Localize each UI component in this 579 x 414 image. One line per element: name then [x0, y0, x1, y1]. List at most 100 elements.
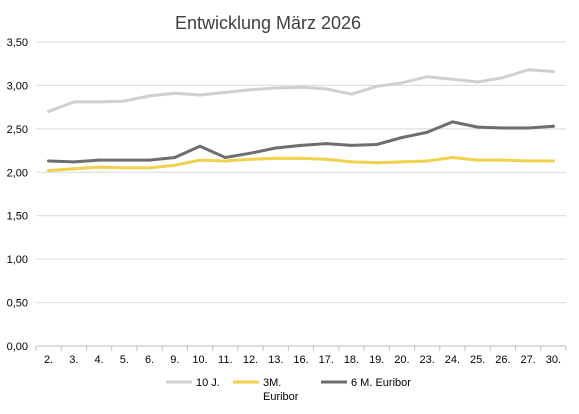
data-point	[526, 126, 530, 130]
y-tick-label: 3,50	[7, 37, 28, 49]
data-point	[375, 84, 379, 88]
y-tick-label: 2,00	[7, 167, 28, 179]
data-point	[551, 70, 555, 73]
y-tick-label: 0,00	[7, 341, 28, 353]
data-point	[450, 77, 454, 81]
x-tick-label: 30.	[546, 354, 561, 366]
data-point	[148, 166, 152, 170]
data-point	[198, 93, 202, 97]
y-tick-label: 0,50	[7, 298, 28, 310]
x-tick-label: 2.	[44, 354, 53, 366]
legend-label: 10 J.	[196, 377, 220, 389]
data-point	[476, 158, 480, 162]
data-point	[476, 125, 480, 129]
data-point	[223, 156, 227, 159]
data-point	[350, 160, 353, 164]
x-tick-label: 18.	[344, 354, 359, 366]
data-point	[299, 143, 303, 147]
x-tick-label: 27.	[520, 354, 535, 366]
data-point	[148, 94, 152, 98]
x-tick-label: 3.	[69, 354, 78, 366]
legend-item: 3M. Euribor	[233, 377, 299, 403]
y-tick-label: 2,50	[7, 124, 28, 136]
legend-label: 3M.	[263, 377, 281, 389]
data-point	[425, 159, 429, 163]
x-tick-label: 16.	[293, 354, 308, 366]
gridlines	[36, 41, 566, 304]
data-point	[526, 159, 530, 163]
x-tick-label: 10.	[192, 354, 207, 366]
x-tick-label: 23.	[420, 354, 435, 366]
data-point	[223, 90, 227, 94]
data-point	[173, 91, 177, 95]
x-tick-label: 5.	[120, 354, 129, 366]
chart-title: Entwicklung März 2026	[175, 13, 361, 33]
data-point	[350, 92, 353, 96]
data-point	[198, 158, 202, 162]
data-point	[400, 81, 404, 85]
data-point	[450, 156, 454, 159]
data-point	[450, 120, 454, 124]
data-point	[122, 158, 126, 162]
legend-item: 10 J.	[166, 377, 220, 389]
data-point	[551, 159, 555, 163]
data-point	[501, 76, 505, 80]
y-tick-label: 3,00	[7, 80, 28, 92]
data-point	[375, 161, 379, 165]
data-point	[97, 158, 101, 162]
data-point	[173, 156, 177, 159]
series-line	[47, 68, 555, 113]
series-1	[47, 68, 555, 113]
data-series	[47, 68, 555, 172]
data-point	[249, 151, 252, 155]
data-point	[47, 159, 51, 163]
y-axis-tick-labels: 0,00 0,50 1,00 1,50 2,00 2,50 3,00 3,50	[7, 37, 28, 353]
data-point	[72, 160, 76, 164]
x-tick-label: 24.	[445, 354, 460, 366]
series-3	[47, 120, 555, 164]
legend-label: Euribor	[263, 391, 299, 403]
data-point	[223, 159, 227, 163]
x-tick-label: 25.	[470, 354, 485, 366]
data-point	[476, 80, 480, 84]
y-tick-label: 1,00	[7, 254, 28, 266]
data-point	[97, 100, 101, 104]
data-point	[47, 169, 51, 172]
data-point	[122, 166, 126, 170]
data-point	[299, 85, 303, 89]
data-point	[350, 143, 353, 147]
series-2	[47, 156, 555, 172]
x-tick-label: 12.	[243, 354, 258, 366]
x-tick-label: 13.	[268, 354, 283, 366]
data-point	[97, 165, 101, 169]
data-point	[274, 86, 278, 90]
data-point	[324, 157, 328, 161]
data-point	[501, 158, 505, 162]
data-point	[551, 124, 555, 128]
x-tick-label: 6.	[145, 354, 154, 366]
data-point	[400, 136, 404, 139]
x-tick-label: 26.	[495, 354, 510, 366]
data-point	[148, 158, 152, 162]
data-point	[425, 130, 429, 134]
data-point	[425, 75, 429, 79]
data-point	[324, 142, 328, 146]
y-tick-label: 1,50	[7, 211, 28, 223]
data-point	[122, 99, 126, 103]
legend-item: 6 M. Euribor	[321, 377, 411, 389]
legend: 10 J. 3M. Euribor 6 M. Euribor	[166, 377, 411, 403]
data-point	[299, 156, 303, 160]
data-point	[526, 68, 530, 72]
data-point	[249, 88, 252, 92]
data-point	[375, 143, 379, 146]
data-point	[249, 157, 252, 161]
legend-label: 6 M. Euribor	[351, 377, 411, 389]
data-point	[173, 163, 177, 167]
x-tick-label: 17.	[319, 354, 334, 366]
data-point	[400, 160, 404, 164]
x-tick-label: 9.	[170, 354, 179, 366]
x-axis: 2. 3. 4. 5. 6. 9. 10. 11. 12. 13. 16. 17. 18. 19. 20. 2…	[35, 345, 567, 366]
x-tick-label: 11.	[218, 354, 232, 366]
x-tick-label: 19.	[369, 354, 384, 366]
